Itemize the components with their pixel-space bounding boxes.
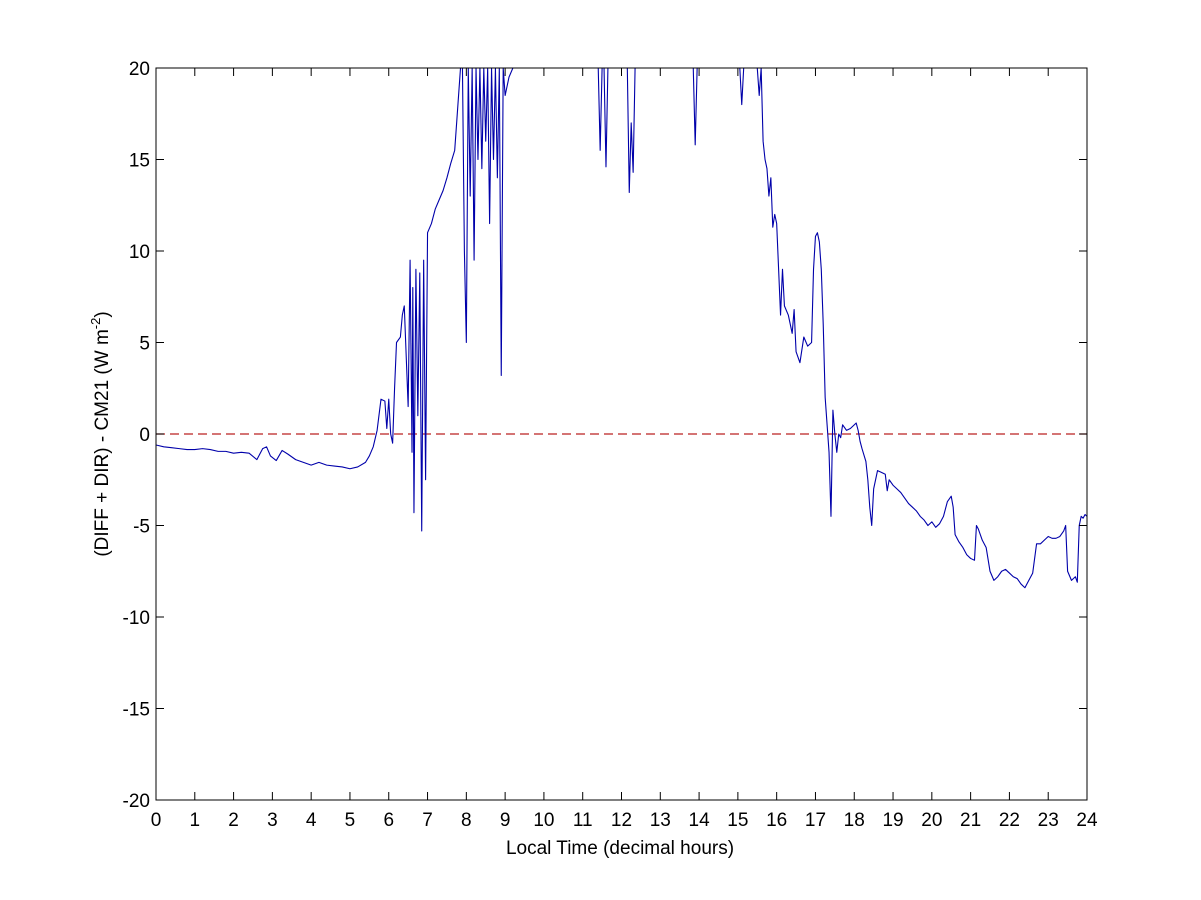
series-line-3 [626,68,636,193]
x-tick-label: 5 [345,810,356,831]
series-line-2 [603,68,609,168]
y-tick-label: 0 [139,425,150,446]
y-axis-label-main: (DIFF + DIR) - CM21 (W m [92,329,113,556]
y-tick-label: 10 [129,242,150,263]
series-group [156,68,1087,589]
y-tick-label: 15 [129,151,150,172]
x-tick-label: 19 [882,810,903,831]
x-tick-label: 16 [766,810,787,831]
x-tick-label: 1 [190,810,201,831]
x-tick-label: 22 [999,810,1020,831]
y-tick-label: -20 [123,791,150,812]
x-tick-label: 14 [689,810,711,831]
y-axis-label-close: ) [92,311,113,317]
x-tick-label: 12 [611,810,632,831]
y-tick-label: 20 [129,59,150,80]
x-tick-label: 2 [228,810,239,831]
y-tick-label: -5 [133,517,150,538]
series-line-1 [597,68,603,151]
y-axis-label-superscript: -2 [88,318,103,330]
x-tick-label: 17 [805,810,826,831]
x-tick-label: 24 [1076,810,1098,831]
series-line-0 [156,68,514,532]
x-tick-label: 10 [533,810,554,831]
x-tick-label: 18 [844,810,865,831]
x-tick-label: 6 [383,810,394,831]
x-tick-label: 7 [422,810,433,831]
series-line-6 [756,68,1087,589]
x-tick-label: 20 [921,810,942,831]
x-tick-label: 15 [727,810,748,831]
x-tick-label: 13 [650,810,671,831]
y-axis-label: (DIFF + DIR) - CM21 (W m-2) [88,311,113,556]
series-line-5 [739,68,745,106]
x-tick-label: 0 [151,810,162,831]
series-line-4 [692,68,698,146]
y-tick-label: 5 [139,334,150,355]
plot-area [155,67,1088,801]
x-tick-label: 9 [500,810,511,831]
x-tick-label: 21 [960,810,981,831]
y-tick-label: -15 [123,700,150,721]
x-axis-label: Local Time (decimal hours) [506,838,734,859]
x-tick-label: 4 [306,810,317,831]
y-tick-label: -10 [123,608,150,629]
x-tick-label: 3 [267,810,278,831]
x-tick-label: 8 [461,810,472,831]
x-tick-label: 11 [573,810,593,831]
x-tick-label: 23 [1038,810,1059,831]
y-axis: -20 -15 -10 -5 0 5 10 15 20 [123,59,1087,812]
x-axis: 0 1 2 3 4 5 6 7 8 9 10 11 12 13 14 15 16 17 18 19 20 21 22 23 24 [151,68,1098,831]
